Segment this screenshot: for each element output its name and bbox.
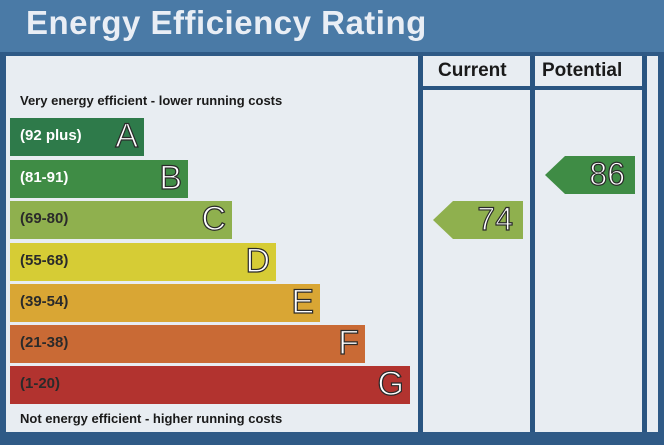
band-c-range: (69-80) xyxy=(20,210,69,227)
band-d-range: (55-68) xyxy=(20,252,69,269)
band-f-range: (21-38) xyxy=(20,334,69,351)
header-bar: Energy Efficiency Rating xyxy=(0,0,664,52)
band-d-letter: D xyxy=(245,241,271,280)
column-header-divider xyxy=(418,86,647,90)
current-rating-arrow: 74 xyxy=(433,200,523,239)
current-column-title: Current xyxy=(438,60,507,81)
band-e-range: (39-54) xyxy=(20,293,69,310)
band-g-range: (1-20) xyxy=(20,375,61,392)
band-d: (55-68) D xyxy=(10,241,276,281)
band-a: (92 plus) A xyxy=(10,116,144,156)
band-b: (81-91) B xyxy=(10,158,188,198)
bottom-caption: Not energy efficient - higher running co… xyxy=(20,411,283,426)
band-b-letter: B xyxy=(159,158,183,197)
potential-column-title: Potential xyxy=(542,60,623,81)
band-f-letter: F xyxy=(338,323,360,362)
potential-arrow-shape xyxy=(545,156,635,194)
band-c-letter: C xyxy=(201,199,227,238)
band-g: (1-20) G xyxy=(10,364,410,404)
band-b-range: (81-91) xyxy=(20,169,69,186)
band-a-letter: A xyxy=(115,116,139,155)
band-g-letter: G xyxy=(377,364,405,403)
current-arrow-shape xyxy=(433,201,523,239)
page-title: Energy Efficiency Rating xyxy=(26,4,427,41)
footer-bar xyxy=(0,432,664,445)
current-rating-value: 74 xyxy=(477,200,514,237)
potential-rating-arrow: 86 xyxy=(545,155,635,194)
band-e: (39-54) E xyxy=(10,282,320,322)
potential-column-right-border xyxy=(642,56,647,437)
band-c: (69-80) C xyxy=(10,199,232,239)
potential-rating-value: 86 xyxy=(589,155,626,192)
top-caption: Very energy efficient - lower running co… xyxy=(20,93,283,108)
band-a-range: (92 plus) xyxy=(20,127,82,144)
band-e-letter: E xyxy=(291,282,315,321)
current-column-right-border xyxy=(530,56,535,437)
current-column-left-border xyxy=(418,56,423,437)
band-f: (21-38) F xyxy=(10,323,365,363)
